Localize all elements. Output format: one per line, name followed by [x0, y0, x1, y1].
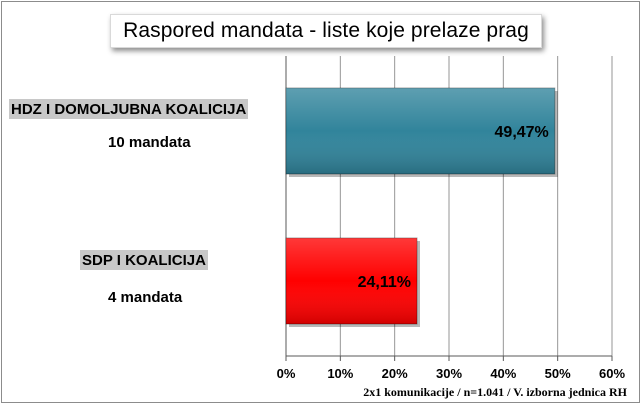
chart-title: Raspored mandata - liste koje prelaze pr…: [110, 14, 542, 48]
category-label-sdp: SDP I KOALICIJA: [80, 250, 208, 270]
x-tick-label: 60%: [599, 366, 625, 381]
x-tick-label: 20%: [382, 366, 408, 381]
x-tick-label: 10%: [327, 366, 353, 381]
category-sublabel-sdp: 4 mandata: [108, 289, 183, 306]
x-tick-label: 0%: [277, 366, 296, 381]
bar-highlight: [286, 88, 555, 174]
x-tick-label: 40%: [490, 366, 516, 381]
category-sublabel-hdz: 10 mandata: [108, 134, 191, 151]
bar-highlight: [286, 238, 417, 324]
x-tick-label: 50%: [545, 366, 571, 381]
x-tick-label: 30%: [436, 366, 462, 381]
category-label-hdz: HDZ I DOMOLJUBNA KOALICIJA: [9, 99, 249, 119]
bar-value-label: 24,11%: [358, 274, 411, 291]
source-note: 2x1 komunikacije / n=1.041 / V. izborna …: [363, 385, 627, 399]
bar-value-label: 49,47%: [495, 124, 549, 141]
bars: 49,47% 24,11%: [285, 87, 558, 327]
x-axis-ticks: 0% 10% 20% 30% 40% 50% 60%: [277, 356, 625, 381]
